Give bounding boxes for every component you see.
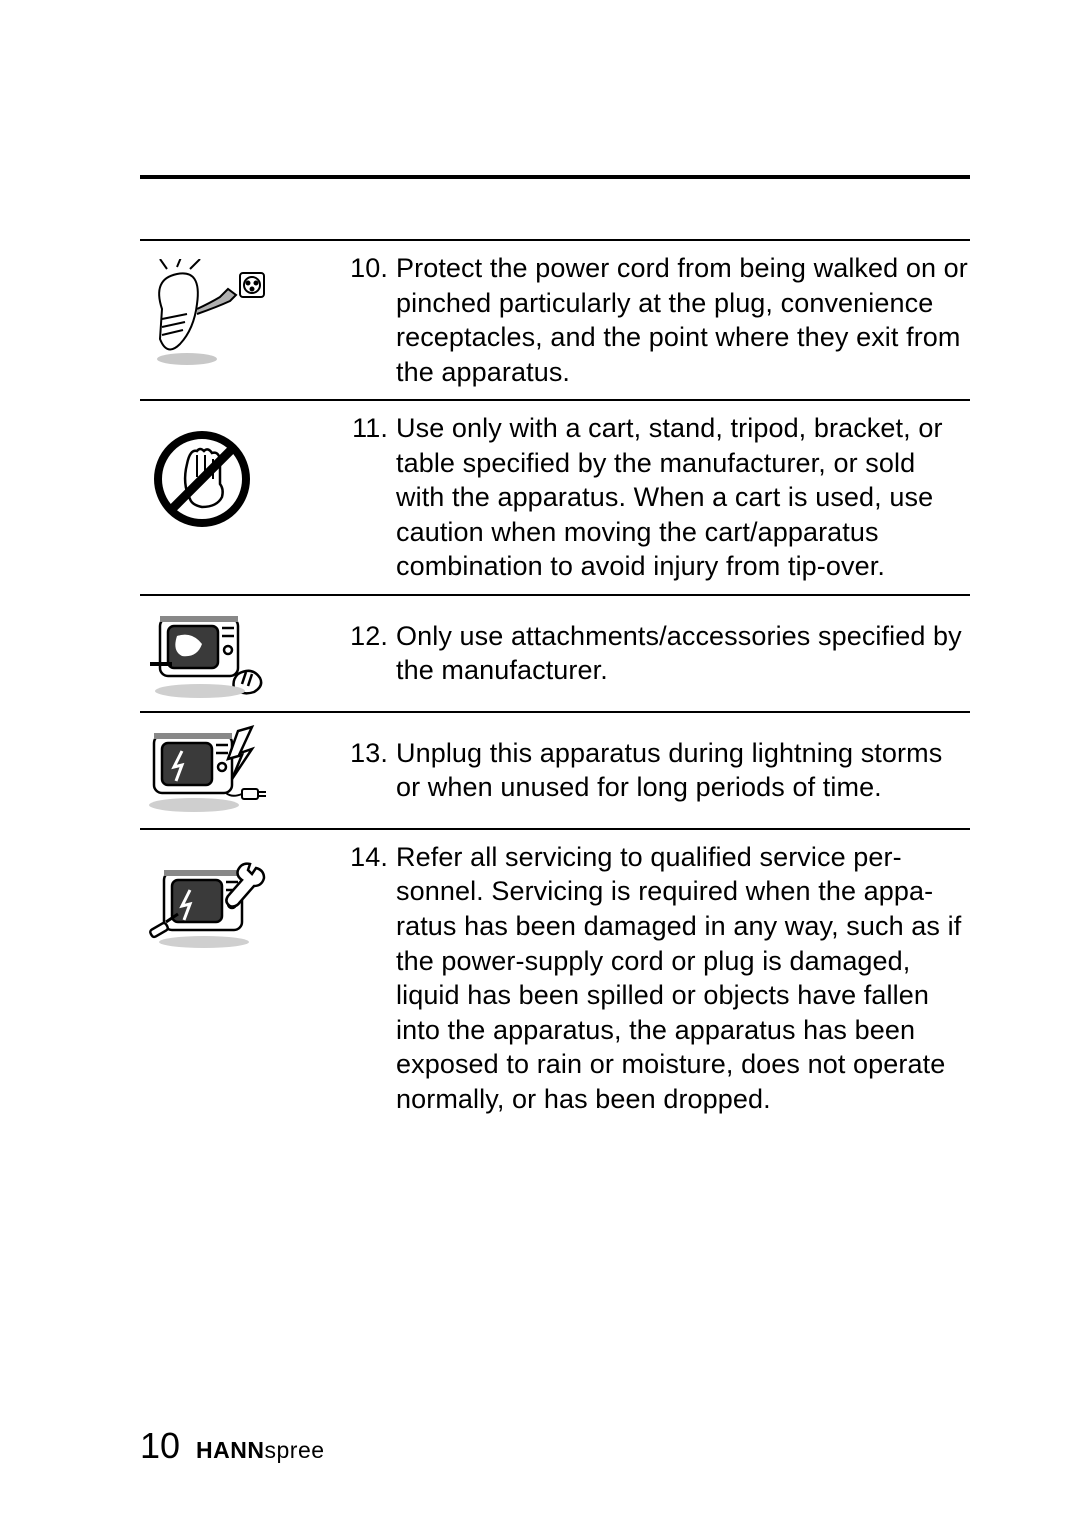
instruction-row: 14. Refer all servicing to qualified ser…	[140, 828, 970, 1126]
instruction-row: 11. Use only with a cart, stand, tripod,…	[140, 399, 970, 594]
item-number: 13.	[340, 736, 396, 805]
item-number: 11.	[340, 411, 396, 584]
instruction-row: 10. Protect the power cord from being wa…	[140, 239, 970, 399]
item-body: Unplug this apparatus during lightning s…	[396, 736, 970, 805]
instruction-text: 11. Use only with a cart, stand, tripod,…	[340, 411, 970, 584]
brand-light: spree	[265, 1437, 325, 1463]
item-number: 12.	[340, 619, 396, 688]
instruction-text: 14. Refer all servicing to qualified ser…	[340, 840, 970, 1116]
item-body: Use only with a cart, stand, tripod, bra…	[396, 411, 970, 584]
page-number: 10	[140, 1425, 180, 1467]
item-body: Only use attachments/accessories specifi…	[396, 619, 970, 688]
no-hand-icon	[140, 411, 340, 584]
instruction-row: 13. Unplug this apparatus during lightni…	[140, 711, 970, 828]
page-footer: 10 HANNspree	[140, 1425, 325, 1467]
instruction-row: 12. Only use attachments/accessories spe…	[140, 594, 970, 711]
brand-logo: HANNspree	[196, 1437, 325, 1464]
instruction-text: 10. Protect the power cord from being wa…	[340, 251, 970, 389]
instruction-text: 13. Unplug this apparatus during lightni…	[340, 723, 970, 818]
tv-wrench-icon	[140, 840, 340, 1116]
item-number: 10.	[340, 251, 396, 389]
safety-instructions-list: 10. Protect the power cord from being wa…	[140, 239, 970, 1126]
document-page: 10. Protect the power cord from being wa…	[0, 0, 1080, 1529]
top-horizontal-rule	[140, 175, 970, 179]
item-body: Protect the power cord from being walked…	[396, 251, 970, 389]
instruction-text: 12. Only use attachments/accessories spe…	[340, 606, 970, 701]
tv-hand-icon	[140, 606, 340, 701]
brand-bold: HANN	[196, 1437, 264, 1463]
item-body: Refer all servicing to qualified service…	[396, 840, 970, 1116]
item-number: 14.	[340, 840, 396, 1116]
tv-lightning-icon	[140, 723, 340, 818]
foot-plug-icon	[140, 251, 340, 389]
